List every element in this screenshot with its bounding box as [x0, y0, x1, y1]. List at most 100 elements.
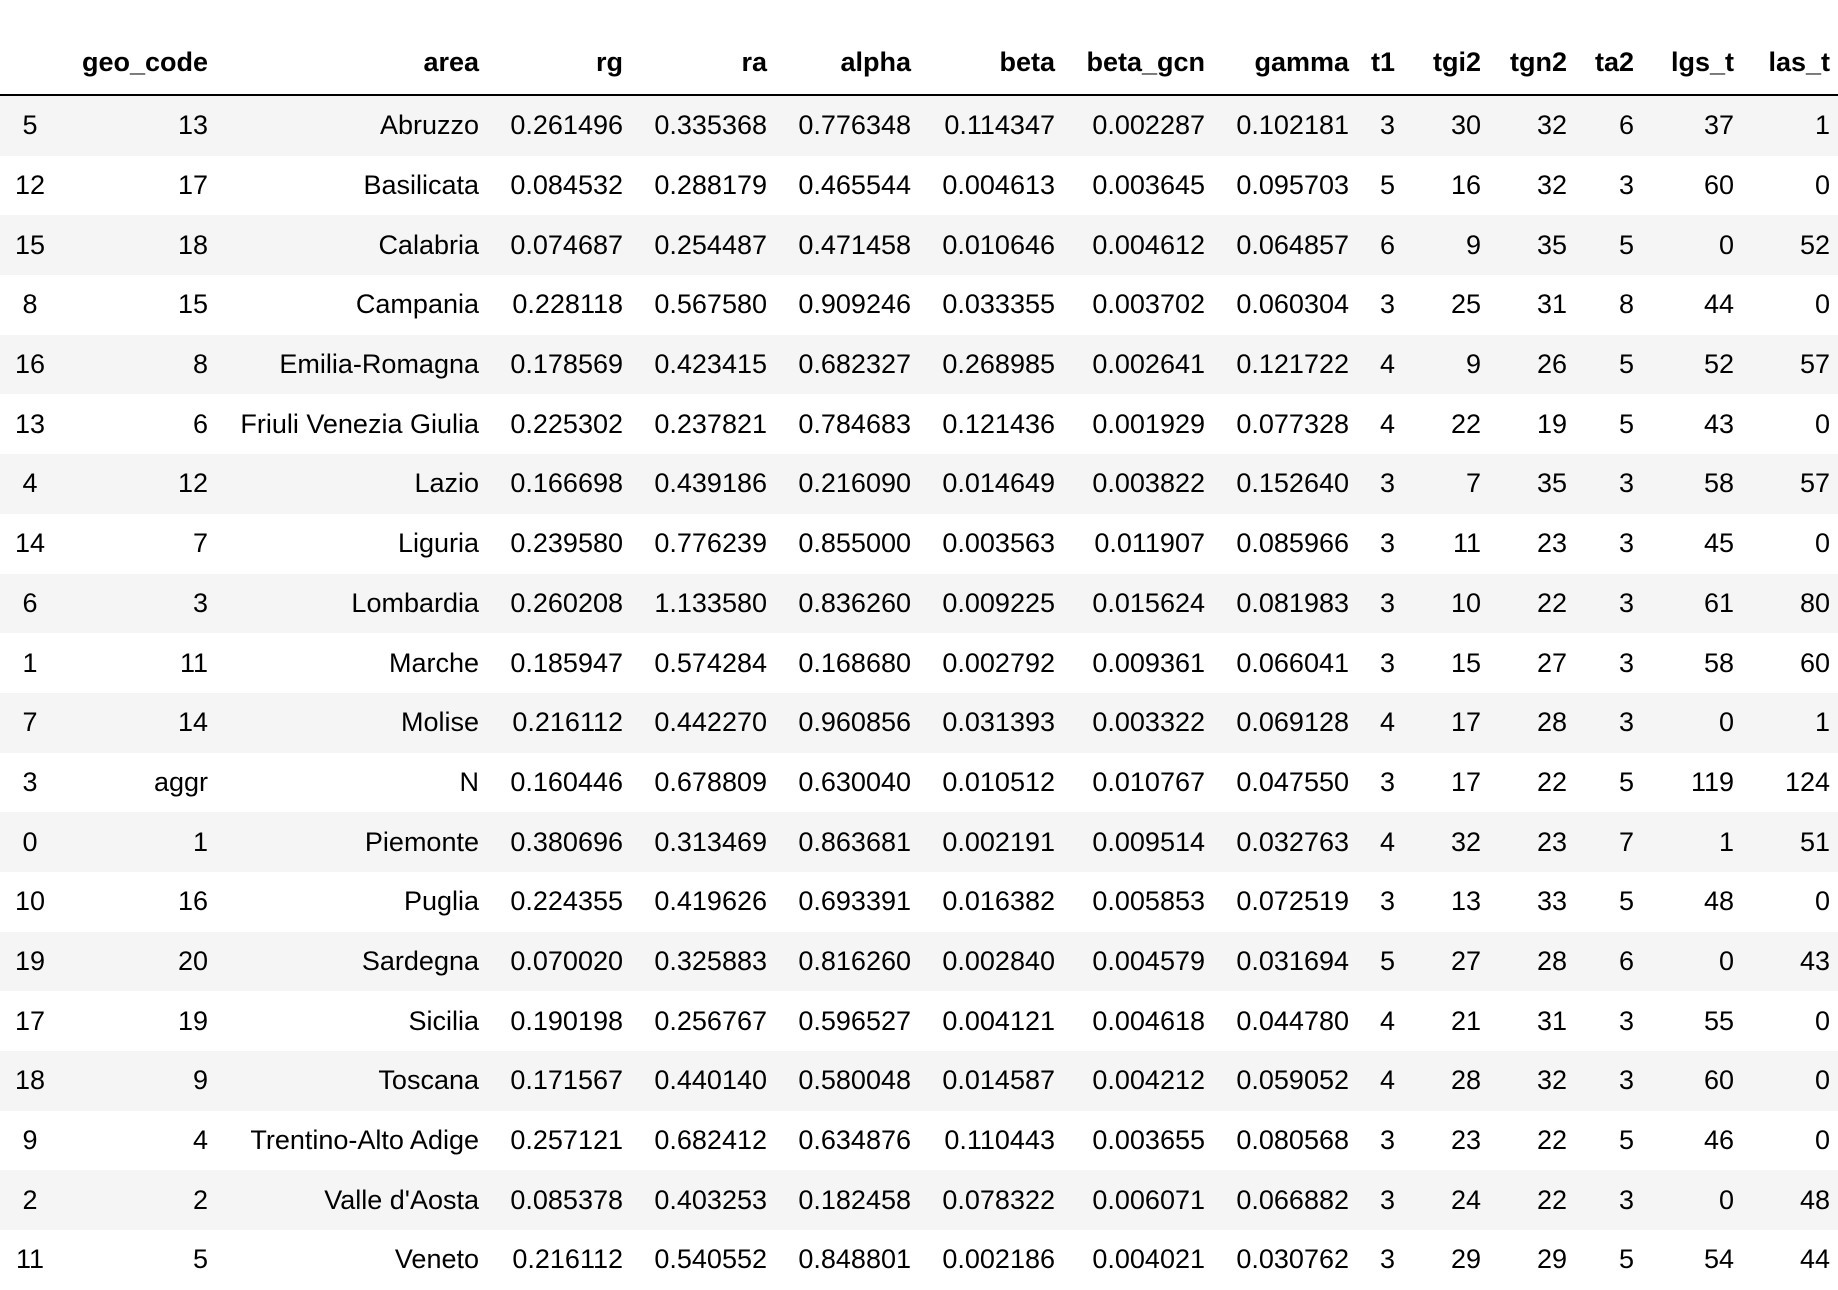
- cell-t1: 4: [1379, 1065, 1395, 1096]
- cell-ta2: 5: [1618, 349, 1634, 380]
- cell-t1: 3: [1379, 528, 1395, 559]
- cell-las-t: 43: [1799, 945, 1830, 976]
- cell-ra: 0.567580: [654, 289, 767, 320]
- cell-geo-code: 7: [192, 528, 208, 559]
- table-header: geo_code area rg ra alpha beta beta_gcn …: [0, 30, 1838, 96]
- cell-las-t: 57: [1799, 468, 1830, 499]
- cell-beta: 0.016382: [942, 886, 1055, 917]
- cell-rg: 0.185947: [510, 647, 623, 678]
- cell-area: Campania: [355, 289, 479, 320]
- cell-ta2: 3: [1618, 647, 1634, 678]
- cell-tgi2: 23: [1450, 1125, 1481, 1156]
- cell-area: Veneto: [394, 1244, 479, 1275]
- cell-geo-code: 1: [192, 826, 208, 857]
- cell-rg: 0.228118: [512, 289, 623, 320]
- cell-lgs-t: 45: [1703, 528, 1734, 559]
- cell-las-t: 1: [1814, 110, 1830, 141]
- cell-alpha: 0.630040: [798, 766, 911, 797]
- cell-tgn2: 31: [1536, 289, 1567, 320]
- cell-t1: 4: [1379, 349, 1395, 380]
- cell-tgi2: 7: [1465, 468, 1481, 499]
- cell-tgn2: 27: [1536, 647, 1567, 678]
- header-gamma: gamma: [1213, 30, 1357, 96]
- cell-alpha: 0.784683: [798, 408, 911, 439]
- cell-index: 10: [14, 886, 46, 917]
- cell-las-t: 0: [1814, 170, 1830, 201]
- cell-area: Lazio: [414, 468, 479, 499]
- cell-las-t: 80: [1799, 587, 1830, 618]
- cell-ra: 0.325883: [654, 945, 767, 976]
- cell-t1: 5: [1379, 170, 1395, 201]
- cell-geo-code: 9: [192, 1065, 208, 1096]
- cell-tgn2: 32: [1536, 170, 1567, 201]
- cell-lgs-t: 48: [1703, 886, 1734, 917]
- cell-area: Molise: [400, 707, 479, 738]
- cell-tgi2: 17: [1450, 766, 1481, 797]
- cell-gamma: 0.121722: [1236, 349, 1349, 380]
- cell-lgs-t: 58: [1703, 468, 1734, 499]
- cell-index: 18: [14, 1065, 46, 1096]
- cell-beta-gcn: 0.001929: [1092, 408, 1205, 439]
- cell-tgn2: 19: [1536, 408, 1567, 439]
- cell-area: Puglia: [403, 886, 479, 917]
- cell-tgi2: 9: [1465, 349, 1481, 380]
- cell-geo-code: 17: [177, 170, 208, 201]
- table-row: 7 14 Molise 0.216112 0.442270 0.960856 0.03139…: [0, 692, 1838, 753]
- cell-tgi2: 17: [1450, 707, 1481, 738]
- table-row: 1 11 Marche 0.185947 0.574284 0.168680 0.00279…: [0, 633, 1838, 693]
- cell-rg: 0.261496: [510, 110, 623, 141]
- cell-geo-code: 20: [177, 945, 208, 976]
- cell-beta: 0.010646: [942, 229, 1055, 260]
- cell-area: Basilicata: [363, 170, 479, 201]
- cell-tgn2: 31: [1536, 1005, 1567, 1036]
- table-row: 12 17 Basilicata 0.084532 0.288179 0.465544 0.…: [0, 155, 1838, 216]
- header-ra: ra: [631, 30, 775, 96]
- cell-gamma: 0.102181: [1236, 110, 1349, 141]
- cell-beta: 0.268985: [942, 349, 1055, 380]
- cell-las-t: 44: [1799, 1244, 1830, 1275]
- cell-alpha: 0.182458: [798, 1184, 911, 1215]
- cell-ra: 0.440140: [654, 1065, 767, 1096]
- cell-geo-code: 18: [177, 229, 208, 260]
- table-row: 5 13 Abruzzo 0.261496 0.335368 0.776348 0.1143…: [0, 95, 1838, 156]
- table-row: 6 3 Lombardia 0.260208 1.133580 0.836260 0.009…: [0, 573, 1838, 634]
- cell-ra: 0.335368: [654, 110, 767, 141]
- cell-index: 15: [14, 229, 46, 260]
- cell-gamma: 0.066041: [1236, 647, 1349, 678]
- cell-rg: 0.070020: [510, 945, 623, 976]
- table-row: 19 20 Sardegna 0.070020 0.325883 0.816260 0.00…: [0, 931, 1838, 992]
- cell-t1: 3: [1379, 886, 1395, 917]
- cell-tgn2: 32: [1536, 110, 1567, 141]
- cell-alpha: 0.863681: [798, 826, 911, 857]
- cell-gamma: 0.047550: [1236, 766, 1349, 797]
- cell-index: 13: [14, 408, 46, 439]
- cell-beta-gcn: 0.003702: [1092, 289, 1205, 320]
- header-area: area: [216, 30, 487, 96]
- cell-tgn2: 22: [1536, 1125, 1567, 1156]
- cell-t1: 3: [1379, 587, 1395, 618]
- cell-gamma: 0.030762: [1236, 1244, 1349, 1275]
- cell-gamma: 0.064857: [1236, 229, 1349, 260]
- cell-index: 12: [14, 170, 46, 201]
- cell-ra: 0.288179: [654, 170, 767, 201]
- cell-las-t: 52: [1799, 229, 1830, 260]
- cell-lgs-t: 43: [1703, 408, 1734, 439]
- cell-index: 14: [14, 528, 46, 559]
- cell-lgs-t: 55: [1703, 1005, 1734, 1036]
- cell-index: 16: [14, 349, 46, 380]
- cell-tgi2: 10: [1450, 587, 1481, 618]
- cell-beta: 0.002792: [942, 647, 1055, 678]
- cell-area: Trentino-Alto Adige: [250, 1125, 479, 1156]
- cell-rg: 0.216112: [512, 707, 623, 738]
- cell-beta: 0.033355: [942, 289, 1055, 320]
- cell-beta-gcn: 0.005853: [1092, 886, 1205, 917]
- cell-area: Piemonte: [364, 826, 479, 857]
- cell-tgi2: 27: [1450, 945, 1481, 976]
- dataframe-table-wrapper: geo_code area rg ra alpha beta beta_gcn …: [0, 30, 1838, 1290]
- cell-index: 6: [22, 587, 38, 618]
- cell-rg: 0.239580: [510, 528, 623, 559]
- cell-geo-code: 12: [177, 468, 208, 499]
- cell-lgs-t: 37: [1703, 110, 1734, 141]
- cell-tgn2: 28: [1536, 707, 1567, 738]
- cell-ta2: 3: [1618, 1184, 1634, 1215]
